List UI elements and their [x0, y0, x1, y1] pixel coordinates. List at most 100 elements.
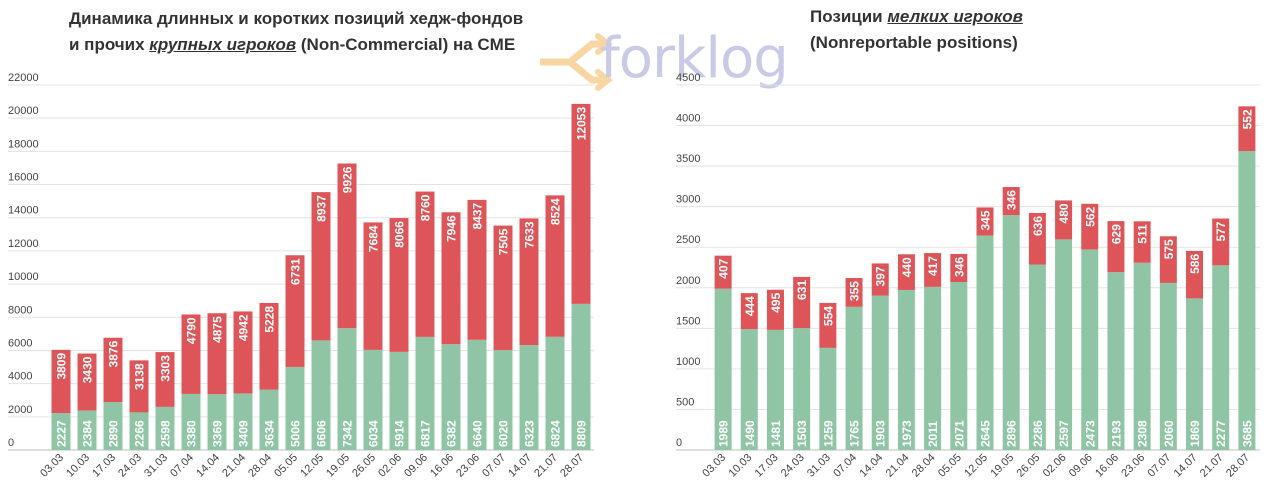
left-data-label-short: 3876	[107, 340, 121, 367]
right-data-label-short: 440	[900, 257, 914, 277]
left-bar-long	[129, 412, 149, 450]
left-title-suffix: (Non-Commercial) на CME	[296, 35, 516, 54]
right-bar-long	[740, 329, 758, 450]
left-data-label-long: 3380	[185, 420, 199, 447]
right-data-label-short: 480	[1057, 203, 1071, 223]
right-x-tick-label: 02.06	[1041, 452, 1069, 480]
left-data-label-long: 6817	[419, 420, 433, 447]
left-data-label-short: 6731	[289, 258, 303, 285]
left-bar-short	[389, 218, 409, 352]
right-y-tick-label: 3000	[676, 194, 700, 206]
left-y-tick-label: 6000	[8, 337, 32, 349]
left-bar-long	[77, 410, 97, 450]
right-y-tick-label: 1500	[676, 315, 700, 327]
left-title-line-1: Динамика длинных и коротких позиций хедж…	[69, 9, 524, 28]
right-bar-long	[950, 282, 968, 450]
left-data-label-long: 8809	[575, 420, 589, 447]
left-data-label-short: 9926	[341, 166, 355, 193]
left-bar-short	[363, 222, 383, 350]
right-bar-long	[819, 347, 837, 450]
right-bar-long	[897, 289, 915, 450]
forklog-logo-arrows-icon	[540, 33, 613, 91]
left-y-tick-label: 22000	[8, 72, 39, 84]
right-data-label-long: 1903	[874, 420, 888, 447]
right-data-label-long: 1765	[848, 420, 862, 447]
right-bar-long	[845, 306, 863, 450]
right-x-tick-label: 07.07	[1146, 452, 1174, 480]
left-bar-long	[259, 389, 279, 450]
left-stacked-bar-chart: 0 2000 4000 6000 8000 10000 12000 14000 16000 180…	[8, 72, 594, 480]
left-data-label-long: 6640	[471, 420, 485, 447]
right-y-tick-label: 4500	[676, 72, 700, 84]
right-data-label-short: 631	[795, 280, 809, 300]
left-bar-long	[207, 394, 227, 450]
left-data-label-short: 8937	[315, 195, 329, 222]
left-data-label-short: 7946	[445, 215, 459, 242]
right-bar-short	[950, 253, 968, 283]
right-data-label-long: 2060	[1162, 420, 1176, 447]
right-bar-long	[1081, 249, 1099, 450]
right-bar-short	[1107, 221, 1125, 273]
left-bar-long	[363, 349, 383, 450]
right-x-tick-label: 28.04	[910, 452, 938, 480]
right-x-tick-label: 24.03	[779, 452, 807, 480]
left-bar-short	[493, 225, 513, 351]
left-data-label-short: 5228	[263, 306, 277, 333]
left-data-label-short: 8066	[393, 221, 407, 248]
right-x-tick-label: 10.03	[726, 452, 754, 480]
right-y-tick-label: 0	[676, 437, 682, 449]
left-title-emphasis: крупных игроков	[149, 35, 297, 54]
right-bar-short	[976, 207, 994, 236]
right-data-label-long: 2473	[1083, 420, 1097, 447]
right-x-tick-label: 28.07	[1224, 452, 1252, 480]
right-bar-short	[1212, 218, 1230, 266]
left-data-label-long: 2266	[133, 420, 147, 447]
right-bar-long	[1107, 272, 1125, 450]
right-bar-long	[1133, 262, 1151, 450]
right-bar-long	[766, 329, 784, 450]
left-bar-short	[571, 103, 591, 304]
right-x-tick-label: 16.06	[1093, 452, 1121, 480]
left-bar-long	[103, 402, 123, 450]
right-data-label-short: 636	[1031, 216, 1045, 236]
left-data-label-short: 3138	[133, 363, 147, 390]
left-data-label-short: 8437	[471, 203, 485, 230]
right-data-label-short: 355	[848, 281, 862, 301]
left-bar-long	[545, 336, 565, 450]
right-chart-title: Позиции мелких игроков (Nonreportable po…	[810, 4, 1023, 56]
right-data-label-short: 407	[717, 258, 731, 278]
left-data-label-long: 3369	[211, 420, 225, 447]
right-data-label-long: 3685	[1240, 420, 1254, 447]
right-y-tick-label: 2500	[676, 234, 700, 246]
left-bar-short	[129, 360, 149, 413]
right-bar-long	[1055, 239, 1073, 450]
right-x-tick-label: 31.03	[805, 452, 833, 480]
left-bar-long	[337, 328, 357, 450]
right-data-label-long: 2896	[1005, 420, 1019, 447]
right-data-label-long: 2645	[979, 420, 993, 447]
left-data-label-short: 3430	[81, 356, 95, 383]
right-x-tick-label: 19.05	[988, 452, 1016, 480]
right-data-label-long: 2011	[926, 421, 940, 447]
left-bar-short	[259, 302, 279, 390]
right-x-tick-label: 12.05	[962, 452, 990, 480]
right-title-prefix: Позиции	[810, 7, 888, 26]
left-data-label-long: 6323	[523, 420, 537, 447]
right-data-label-short: 629	[1109, 224, 1123, 244]
left-chart-title: Динамика длинных и коротких позиций хедж…	[69, 6, 523, 58]
left-data-label-long: 2227	[55, 420, 69, 447]
right-bar-short	[1133, 221, 1151, 263]
right-data-label-short: 554	[821, 306, 835, 326]
left-bar-short	[441, 212, 461, 345]
right-data-label-short: 575	[1162, 239, 1176, 259]
left-bar-short	[519, 218, 539, 346]
right-data-label-short: 346	[1005, 190, 1019, 210]
right-x-tick-label: 09.06	[1067, 452, 1095, 480]
right-x-tick-label: 05.05	[936, 452, 964, 480]
left-y-tick-label: 16000	[8, 172, 39, 184]
left-bar-short	[207, 313, 227, 395]
right-y-tick-label: 3500	[676, 153, 700, 165]
left-data-label-long: 3409	[237, 420, 251, 447]
left-bar-short	[545, 195, 565, 337]
